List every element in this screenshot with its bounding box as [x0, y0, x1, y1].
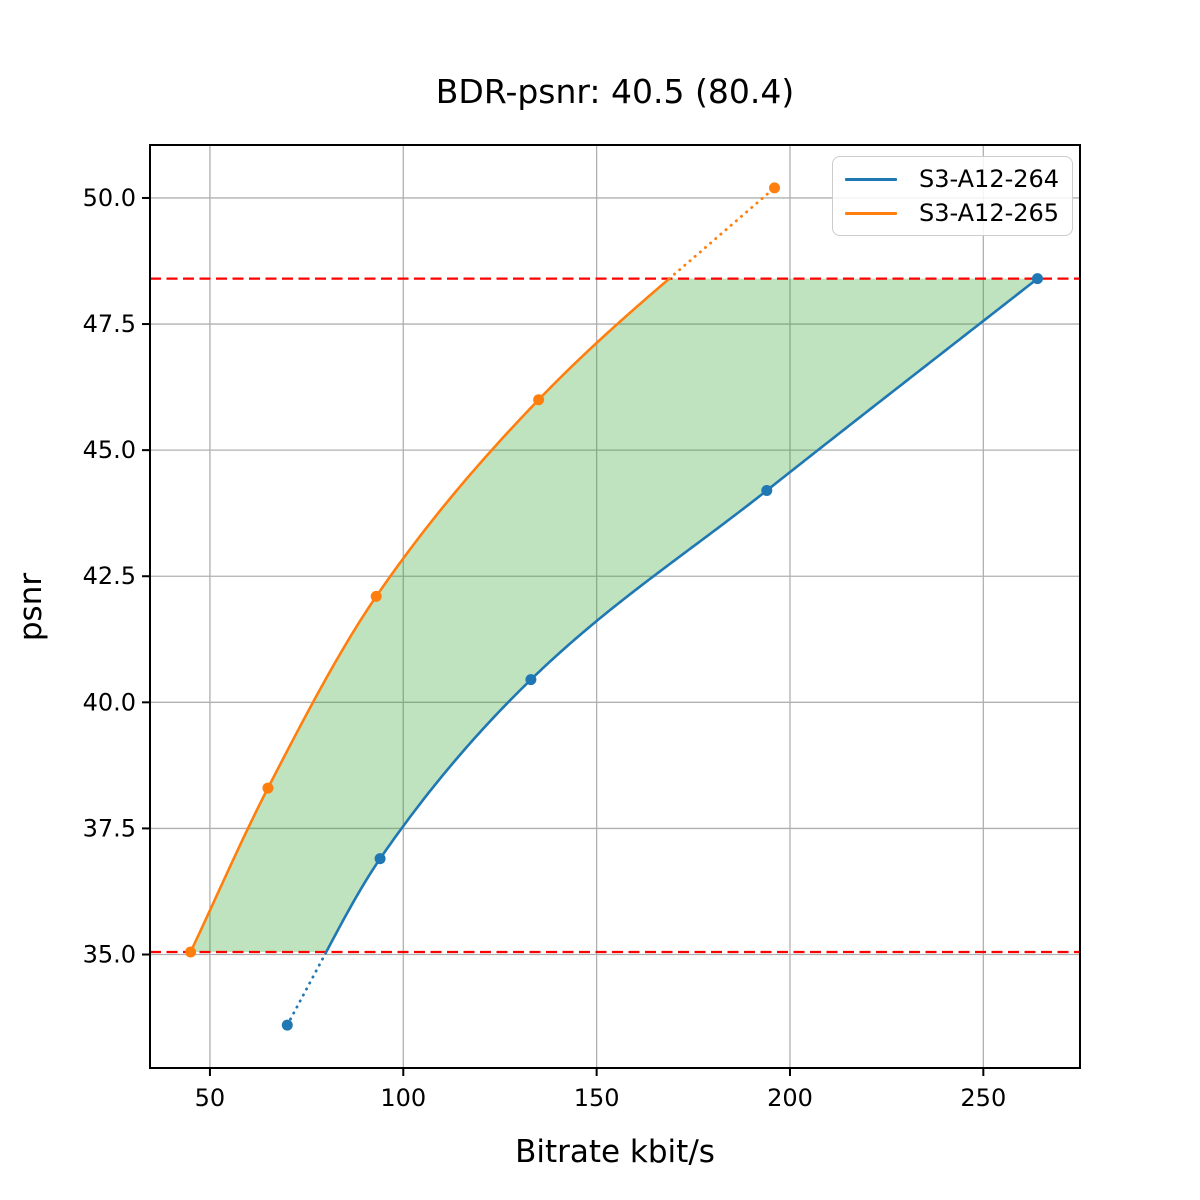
grid: [150, 145, 1080, 1068]
x-tick-label: 150: [574, 1084, 620, 1112]
x-tick-label: 50: [195, 1084, 226, 1112]
data-point: [281, 1019, 293, 1031]
plot-border: [149, 144, 1081, 1069]
legend-label: S3-A12-264: [919, 165, 1060, 193]
axis-ticks: 50 100 150 200 250 35.0 37.5 40.0 42.5 45.0 47.5 50…: [83, 184, 1007, 1112]
series-markers-s3-a12-265: [185, 182, 781, 958]
y-tick-label: 42.5: [83, 562, 136, 590]
legend-line-swatch: [845, 177, 897, 181]
data-point: [185, 946, 197, 958]
curve-dotted-segment: [667, 186, 776, 281]
data-point: [374, 853, 386, 865]
chart-title: BDR-psnr: 40.5 (80.4): [435, 72, 795, 111]
curve-solid-segment: [325, 277, 1039, 953]
x-axis-label: Bitrate kbit/s: [515, 1134, 715, 1170]
legend-entry: S3-A12-264: [845, 165, 1060, 193]
curve-dotted-segment: [285, 950, 328, 1027]
bd-limit-lines: [150, 277, 1080, 954]
series-markers-s3-a12-264: [281, 273, 1043, 1031]
legend-entry: S3-A12-265: [845, 199, 1060, 227]
series-curve-s3-a12-264: [285, 277, 1039, 1027]
y-tick-label: 50.0: [83, 184, 136, 212]
data-point: [769, 182, 781, 194]
x-tick-label: 250: [960, 1084, 1006, 1112]
data-point: [1031, 273, 1043, 285]
y-tick-label: 45.0: [83, 436, 136, 464]
shaded-region: [190, 278, 1038, 952]
y-tick-label: 37.5: [83, 814, 136, 842]
x-tick-label: 100: [380, 1084, 426, 1112]
legend-label: S3-A12-265: [919, 199, 1060, 227]
legend: S3-A12-264 S3-A12-265: [832, 156, 1073, 236]
legend-line-swatch: [845, 211, 897, 215]
data-point: [370, 590, 382, 602]
data-point: [525, 674, 537, 686]
data-point: [262, 782, 274, 794]
data-point: [533, 394, 545, 406]
y-tick-label: 35.0: [83, 941, 136, 969]
y-tick-label: 40.0: [83, 688, 136, 716]
data-point: [761, 484, 773, 496]
y-axis-label: psnr: [13, 572, 49, 642]
y-tick-label: 47.5: [83, 310, 136, 338]
x-tick-label: 200: [767, 1084, 813, 1112]
